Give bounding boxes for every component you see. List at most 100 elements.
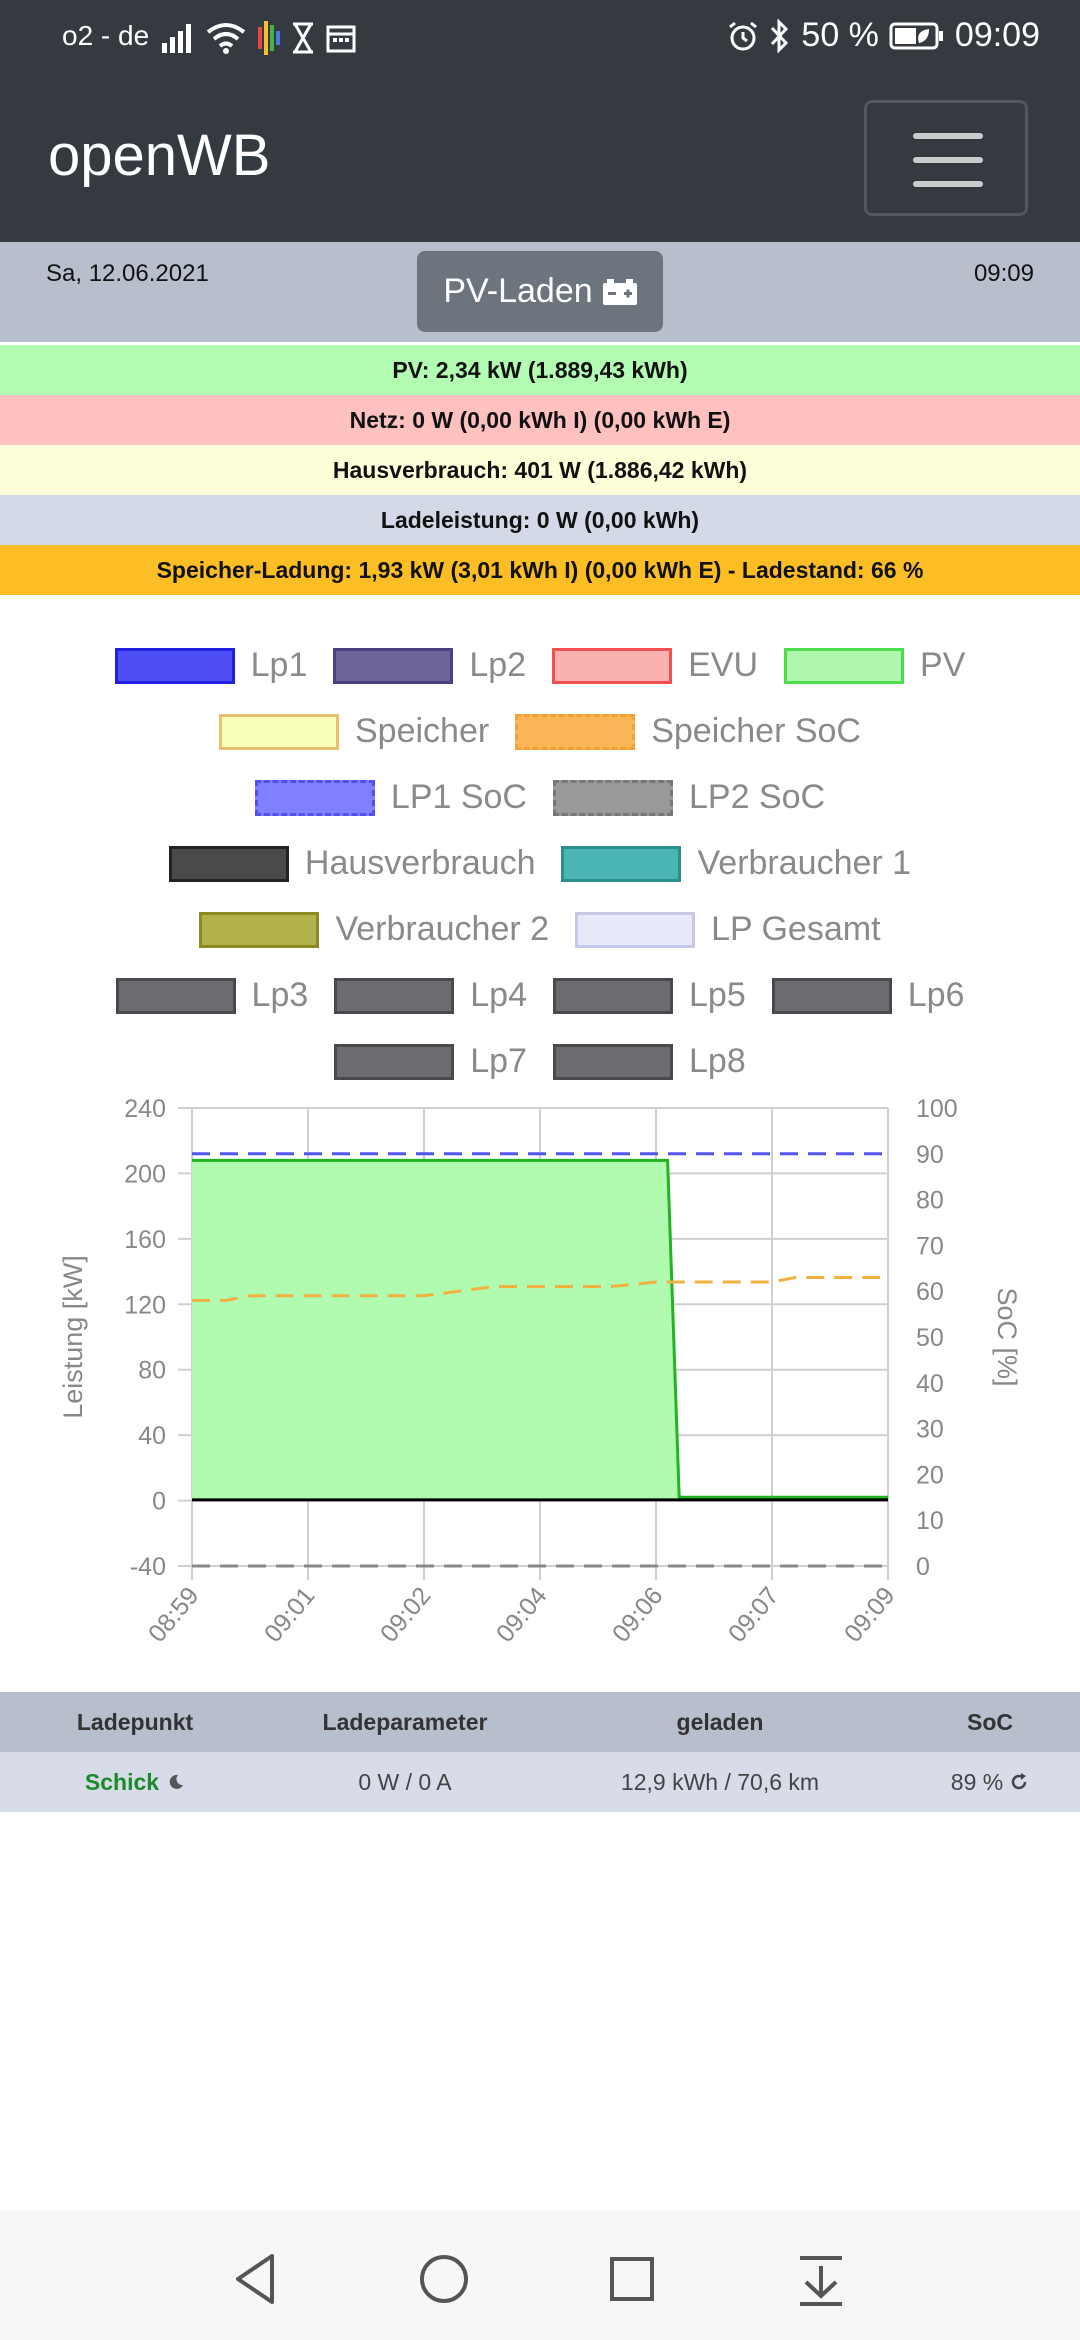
legend-item-evu[interactable]: EVU — [552, 646, 758, 685]
legend-label: Speicher SoC — [651, 712, 861, 750]
legend-swatch — [254, 779, 375, 816]
legend-item-pv[interactable]: PV — [784, 646, 965, 685]
y2-tick-label: 30 — [916, 1416, 944, 1444]
y2-tick-label: 50 — [916, 1324, 944, 1352]
brand-title[interactable]: openWB — [48, 123, 271, 188]
charge-power-info: Ladeleistung: 0 W (0,00 kWh) — [0, 495, 1080, 545]
y2-tick-label: 90 — [916, 1141, 944, 1169]
header-ladepunkt: Ladepunkt — [76, 1708, 194, 1735]
y2-tick-label: 0 — [916, 1553, 930, 1581]
status-bar: o2 - de — [0, 0, 1080, 76]
legend-item-verbraucher-2[interactable]: Verbraucher 2 — [199, 910, 549, 949]
legend-item-lp2[interactable]: Lp2 — [333, 646, 526, 685]
y-tick-label: 0 — [152, 1488, 166, 1516]
legend-label: LP1 SoC — [390, 778, 527, 816]
charge-mode-button[interactable]: PV-Laden — [417, 251, 663, 332]
charge-point-name-cell[interactable]: Schick — [40, 1752, 230, 1812]
x-tick-label: 09:02 — [375, 1582, 437, 1648]
soc-value: 89 % — [950, 1768, 1004, 1795]
legend-item-speicher-soc[interactable]: Speicher SoC — [515, 712, 861, 751]
legend-row: Hausverbrauch Verbraucher 1 — [0, 844, 1080, 883]
hamburger-icon-line — [913, 157, 983, 163]
navbar: openWB — [0, 76, 1080, 242]
legend-label: Lp6 — [907, 976, 965, 1014]
legend-swatch — [561, 845, 682, 882]
legend-row: Speicher Speicher SoC — [0, 712, 1080, 751]
legend-label: Hausverbrauch — [304, 844, 536, 882]
header-bar: Sa, 12.06.2021 PV-Laden 09:09 — [0, 242, 1080, 342]
legend-label: EVU — [688, 646, 759, 684]
y2-tick-label: 70 — [916, 1232, 944, 1260]
y2-tick-label: 10 — [916, 1507, 944, 1535]
x-tick-label: 09:01 — [259, 1582, 321, 1648]
legend-swatch — [575, 911, 696, 948]
y2-tick-label: 40 — [916, 1370, 944, 1398]
legend-item-verbraucher-1[interactable]: Verbraucher 1 — [561, 844, 911, 883]
y-tick-label: 80 — [138, 1357, 166, 1385]
legend-swatch — [553, 977, 673, 1014]
legend-item-speicher[interactable]: Speicher — [219, 712, 489, 751]
home-icon[interactable] — [409, 2244, 479, 2314]
legend-swatch — [515, 713, 636, 750]
menu-button[interactable] — [864, 100, 1028, 216]
charge-point-name[interactable]: Schick — [84, 1768, 160, 1795]
soc-cell[interactable]: 89 % — [920, 1752, 1060, 1812]
charged-energy: 12,9 kWh / 70,6 km — [620, 1768, 820, 1795]
legend-item-lp1-soc[interactable]: LP1 SoC — [254, 778, 527, 817]
status-clock: 09:09 — [954, 16, 1040, 54]
house-consumption-info: Hausverbrauch: 401 W (1.886,42 kWh) — [0, 445, 1080, 495]
x-tick-label: 09:06 — [607, 1582, 669, 1648]
carrier-label: o2 - de — [62, 20, 150, 51]
y-tick-label: 40 — [138, 1422, 166, 1450]
download-icon[interactable] — [786, 2244, 856, 2314]
legend-item-hausverbrauch[interactable]: Hausverbrauch — [168, 844, 536, 883]
system-navigation-bar — [0, 2210, 1080, 2340]
legend-swatch — [784, 647, 905, 684]
series-line-pv — [192, 1158, 888, 1499]
legend-item-lp8[interactable]: Lp8 — [553, 1042, 746, 1081]
x-tick-label: 09:09 — [839, 1582, 901, 1648]
battery-icon — [889, 22, 943, 49]
legend-label: Verbraucher 2 — [335, 910, 550, 948]
legend-swatch — [219, 713, 339, 750]
signal-icon — [162, 24, 191, 53]
date-label: Sa, 12.06.2021 — [46, 260, 209, 287]
wifi-icon — [206, 23, 246, 54]
legend-swatch — [334, 1043, 455, 1080]
bluetooth-icon — [771, 18, 789, 53]
table-row[interactable]: Schick 0 W / 0 A 12,9 kWh / 70,6 km 89 % — [0, 1752, 1080, 1812]
recents-icon[interactable] — [597, 2244, 667, 2314]
legend-swatch — [553, 779, 673, 816]
legend-item-lp4[interactable]: Lp4 — [334, 976, 527, 1015]
legend-row: LP1 SoC LP2 SoC — [0, 778, 1080, 817]
legend-swatch — [115, 977, 236, 1014]
legend-item-lp7[interactable]: Lp7 — [334, 1042, 527, 1081]
legend-label: Lp3 — [251, 976, 309, 1014]
legend-item-lp3[interactable]: Lp3 — [115, 976, 309, 1015]
series-line-speicher-soc — [192, 1275, 888, 1302]
calendar-icon — [326, 25, 356, 53]
power-chart: -40 0 40 80 120 160 200 240 0 10 20 30 40 50 60 70 80 90 1… — [58, 1095, 1022, 1648]
legend-swatch — [333, 647, 454, 684]
charge-mode-label: PV-Laden — [443, 272, 593, 310]
moon-icon — [169, 1774, 184, 1789]
series-area-pv — [192, 1160, 888, 1501]
battery-percent: 50 % — [801, 16, 879, 54]
legend-label: Speicher — [355, 712, 490, 750]
legend-item-lp1[interactable]: Lp1 — [114, 646, 307, 685]
y-tick-label: 120 — [124, 1291, 166, 1319]
legend-label: Lp2 — [469, 646, 527, 684]
back-icon[interactable] — [222, 2244, 292, 2314]
legend-label: Verbraucher 1 — [697, 844, 912, 882]
header-soc: SoC — [967, 1708, 1013, 1735]
time-label: 09:09 — [973, 260, 1034, 287]
legend-item-lp6[interactable]: Lp6 — [771, 976, 965, 1015]
x-tick-label: 09:07 — [723, 1582, 785, 1648]
legend-item-lp2-soc[interactable]: LP2 SoC — [553, 778, 825, 817]
legend-item-lp-gesamt[interactable]: LP Gesamt — [575, 910, 881, 949]
alarm-icon — [729, 21, 758, 50]
refresh-icon[interactable] — [1009, 1772, 1029, 1792]
legend-swatch — [553, 1043, 673, 1080]
legend-item-lp5[interactable]: Lp5 — [553, 976, 746, 1015]
legend-swatch — [199, 911, 320, 948]
